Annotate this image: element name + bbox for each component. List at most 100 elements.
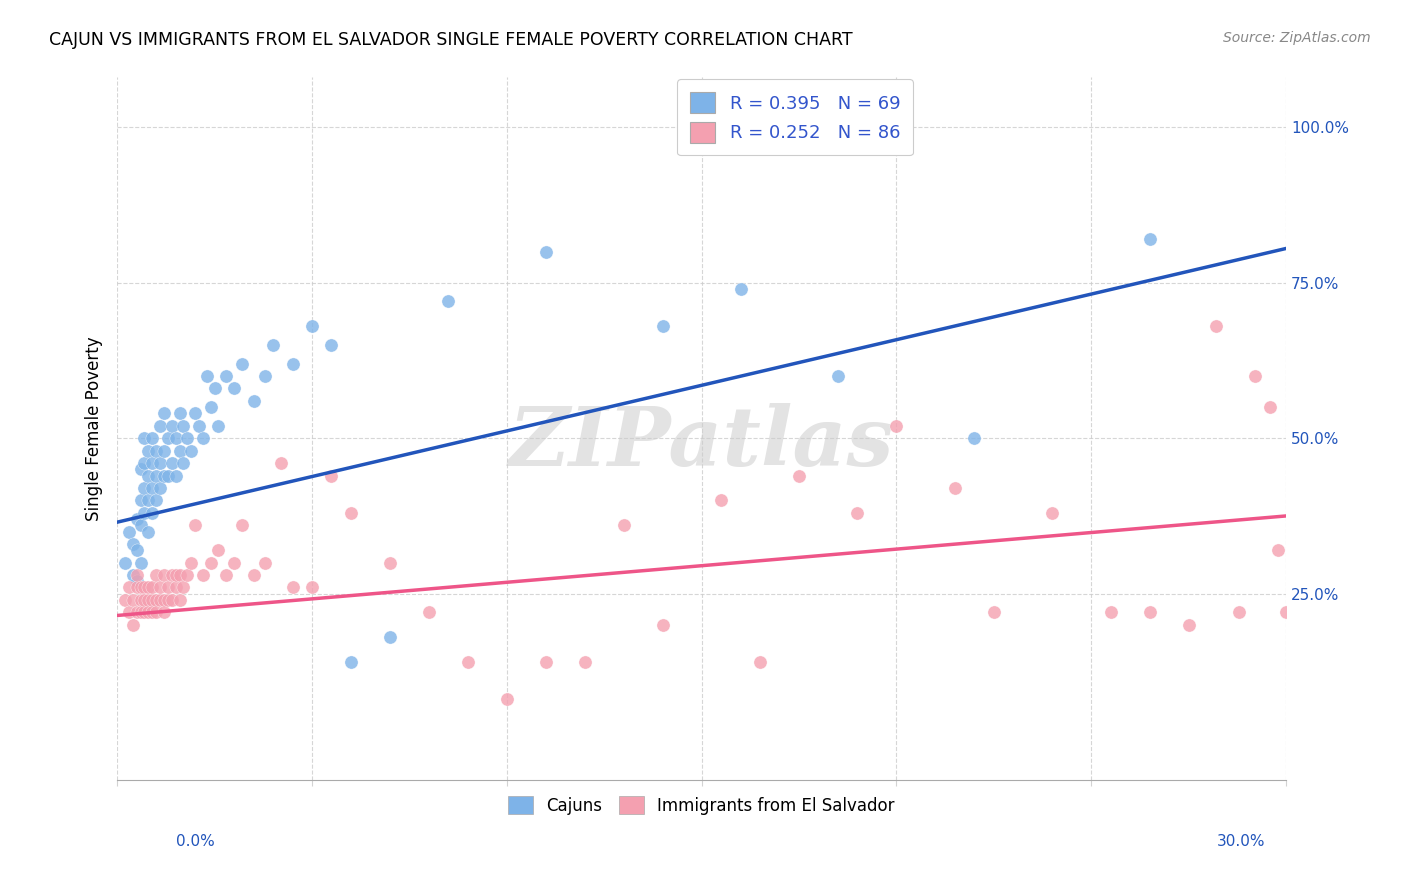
Point xyxy=(254,556,277,570)
Point xyxy=(134,431,156,445)
Point xyxy=(574,655,596,669)
Point xyxy=(141,581,163,595)
Point xyxy=(340,506,363,520)
Point xyxy=(125,543,148,558)
Point xyxy=(138,493,160,508)
Point xyxy=(1275,606,1298,620)
Point xyxy=(1205,319,1227,334)
Point xyxy=(134,606,156,620)
Point xyxy=(191,568,214,582)
Point xyxy=(138,593,160,607)
Point xyxy=(207,543,229,558)
Point xyxy=(321,468,343,483)
Point xyxy=(118,606,141,620)
Point xyxy=(153,443,176,458)
Point xyxy=(1099,606,1122,620)
Point xyxy=(534,244,557,259)
Point xyxy=(118,581,141,595)
Point xyxy=(125,574,148,589)
Point xyxy=(1139,232,1161,246)
Point xyxy=(141,606,163,620)
Point xyxy=(827,369,849,384)
Legend: Cajuns, Immigrants from El Salvador: Cajuns, Immigrants from El Salvador xyxy=(498,786,905,825)
Point xyxy=(195,369,218,384)
Point xyxy=(534,655,557,669)
Point xyxy=(165,568,187,582)
Point xyxy=(134,456,156,470)
Point xyxy=(1282,357,1305,371)
Point xyxy=(1177,617,1199,632)
Point xyxy=(134,481,156,495)
Point xyxy=(1260,400,1282,414)
Point xyxy=(165,581,187,595)
Point xyxy=(651,617,673,632)
Point xyxy=(1344,606,1367,620)
Text: CAJUN VS IMMIGRANTS FROM EL SALVADOR SINGLE FEMALE POVERTY CORRELATION CHART: CAJUN VS IMMIGRANTS FROM EL SALVADOR SIN… xyxy=(49,31,853,49)
Point xyxy=(1040,506,1063,520)
Point xyxy=(180,443,202,458)
Point xyxy=(231,357,253,371)
Point xyxy=(301,581,323,595)
Point xyxy=(129,606,152,620)
Point xyxy=(129,493,152,508)
Point xyxy=(141,506,163,520)
Point xyxy=(254,369,277,384)
Point xyxy=(141,481,163,495)
Point xyxy=(141,431,163,445)
Point xyxy=(1329,606,1351,620)
Point xyxy=(262,338,284,352)
Point xyxy=(169,568,191,582)
Point xyxy=(651,319,673,334)
Point xyxy=(207,418,229,433)
Point xyxy=(215,369,238,384)
Point xyxy=(281,581,304,595)
Text: Source: ZipAtlas.com: Source: ZipAtlas.com xyxy=(1223,31,1371,45)
Point xyxy=(129,556,152,570)
Point xyxy=(180,556,202,570)
Point xyxy=(169,593,191,607)
Point xyxy=(118,524,141,539)
Point xyxy=(125,568,148,582)
Point xyxy=(270,456,292,470)
Point xyxy=(215,568,238,582)
Point xyxy=(160,456,183,470)
Point xyxy=(121,617,143,632)
Point xyxy=(169,406,191,420)
Point xyxy=(457,655,479,669)
Point xyxy=(222,556,245,570)
Point xyxy=(121,568,143,582)
Point xyxy=(963,431,986,445)
Point xyxy=(121,537,143,551)
Point xyxy=(125,512,148,526)
Point xyxy=(129,518,152,533)
Point xyxy=(787,468,810,483)
Point xyxy=(1139,606,1161,620)
Point xyxy=(156,593,179,607)
Text: ZIPatlas: ZIPatlas xyxy=(509,403,894,483)
Point xyxy=(191,431,214,445)
Point xyxy=(176,431,198,445)
Point xyxy=(160,568,183,582)
Point xyxy=(846,506,869,520)
Point xyxy=(378,556,401,570)
Point xyxy=(242,568,264,582)
Point xyxy=(149,456,172,470)
Point xyxy=(138,524,160,539)
Point xyxy=(231,518,253,533)
Point xyxy=(613,518,636,533)
Point xyxy=(145,593,167,607)
Point xyxy=(749,655,772,669)
Point xyxy=(125,606,148,620)
Point xyxy=(1243,369,1265,384)
Point xyxy=(114,556,136,570)
Point xyxy=(710,493,733,508)
Point xyxy=(1306,543,1329,558)
Point xyxy=(1376,617,1399,632)
Point xyxy=(160,418,183,433)
Point xyxy=(153,606,176,620)
Point xyxy=(172,418,194,433)
Point xyxy=(242,393,264,408)
Point xyxy=(983,606,1005,620)
Point xyxy=(1294,381,1316,395)
Point xyxy=(149,481,172,495)
